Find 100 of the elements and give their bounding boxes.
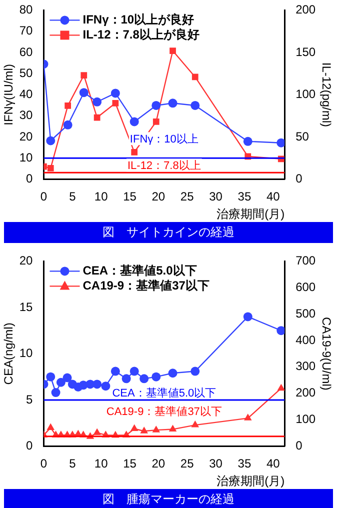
- y-tick-label: 80: [19, 2, 34, 17]
- y-tick-label: 10: [19, 346, 34, 360]
- point: [190, 366, 200, 376]
- x-tick-label: 0: [40, 190, 48, 204]
- point: [190, 100, 200, 110]
- x-tick-label: 20: [152, 456, 166, 471]
- x-tick-label: 25: [180, 190, 194, 204]
- y2-tick-label: 300: [296, 359, 316, 374]
- point: [80, 72, 88, 78]
- x-tick-label: 5: [69, 456, 76, 471]
- point: [130, 117, 139, 126]
- ref-line-label: IFNγ：10以上: [130, 132, 198, 146]
- y2-tick-label: 700: [296, 254, 316, 268]
- x-tick-label: 25: [180, 456, 194, 471]
- point: [94, 114, 100, 121]
- point: [46, 136, 56, 146]
- point: [152, 118, 160, 125]
- point: [46, 423, 55, 430]
- y-tick-label: 0: [26, 172, 34, 186]
- x-tick-label: 0: [40, 456, 48, 471]
- point: [244, 414, 252, 420]
- x-axis-title: 治療期間(月): [216, 207, 285, 222]
- y2-tick-label: 100: [296, 87, 316, 102]
- point: [152, 426, 160, 432]
- y2-axis-title: CA19-9(U/ml): [319, 317, 334, 390]
- point: [168, 98, 178, 108]
- y-tick-label: 20: [19, 129, 34, 144]
- point: [56, 378, 66, 387]
- text: 図 腫瘍マーカーの経過: [4, 489, 333, 508]
- ref-line-label: IL-12：7.8以上: [127, 159, 201, 172]
- x-axis-title: 治療期間(月): [216, 474, 285, 488]
- x-tick-label: 30: [209, 456, 223, 471]
- point: [92, 380, 102, 389]
- point: [131, 148, 138, 156]
- y2-tick-label: 150: [296, 44, 316, 59]
- point: [140, 374, 149, 384]
- ref-line-label: CA19-9：基準値37以下: [106, 404, 222, 418]
- y-tick-label: 40: [19, 87, 34, 102]
- point: [46, 372, 56, 382]
- y-tick-label: 5: [26, 392, 34, 406]
- y2-tick-label: 100: [296, 412, 316, 426]
- y2-tick-label: 0: [296, 172, 303, 186]
- y-tick-label: 20: [19, 254, 34, 268]
- point: [276, 326, 285, 336]
- point: [92, 97, 102, 106]
- point: [191, 420, 200, 428]
- point: [170, 48, 176, 54]
- point: [63, 120, 72, 130]
- y-tick-label: 70: [19, 24, 34, 38]
- x-tick-label: 35: [238, 190, 252, 204]
- y2-tick-label: 600: [296, 280, 316, 294]
- point: [130, 366, 139, 376]
- point: [277, 384, 285, 391]
- y2-tick-label: 400: [296, 332, 316, 347]
- y2-tick-label: 50: [296, 129, 310, 144]
- x-tick-label: 30: [209, 190, 223, 204]
- x-tick-label: 10: [94, 456, 108, 471]
- point: [140, 426, 148, 434]
- y2-tick-label: 200: [296, 386, 316, 400]
- y-axis-title: CEA(ng/ml): [2, 322, 16, 385]
- point: [130, 424, 138, 432]
- y-tick-label: 60: [19, 44, 34, 59]
- y-tick-label: 50: [19, 66, 34, 80]
- legend-label: IL-12：7.8以上が良好: [82, 28, 200, 42]
- y2-axis-title: IL-12(pg/ml): [319, 62, 334, 128]
- point: [122, 374, 131, 384]
- point: [192, 74, 198, 80]
- point: [112, 100, 119, 106]
- y-tick-label: 10: [19, 150, 34, 164]
- point: [152, 100, 161, 110]
- point: [152, 372, 161, 382]
- y-tick-label: 15: [19, 300, 34, 314]
- legend-label: IFNγ：10以上が良好: [82, 12, 194, 27]
- text: 図 サイトカインの経過: [4, 222, 333, 243]
- x-tick-label: 20: [152, 190, 166, 204]
- point: [51, 388, 60, 398]
- point: [168, 368, 178, 378]
- y2-tick-label: 0: [296, 438, 303, 453]
- point: [110, 366, 120, 376]
- point: [93, 428, 101, 435]
- point: [110, 88, 120, 98]
- x-tick-label: 15: [123, 456, 137, 471]
- point: [47, 165, 54, 172]
- legend-label: CA19-9：基準値37以下: [82, 278, 210, 293]
- x-tick-label: 40: [266, 190, 280, 204]
- y2-tick-label: 500: [296, 306, 316, 320]
- y-tick-label: 0: [26, 438, 34, 453]
- y2-tick-label: 200: [296, 2, 316, 17]
- x-tick-label: 10: [94, 190, 108, 204]
- point: [243, 136, 252, 146]
- x-tick-label: 15: [123, 190, 137, 204]
- point: [243, 312, 252, 322]
- x-tick-label: 40: [266, 456, 280, 471]
- legend-label: CEA：基準値5.0以下: [82, 264, 197, 278]
- point: [276, 138, 285, 148]
- ref-line-label: CEA：基準値5.0以下: [112, 386, 216, 400]
- x-tick-label: 5: [69, 190, 76, 204]
- x-tick-label: 35: [238, 456, 252, 471]
- y-axis-title: IFNγ(IU/ml): [2, 64, 16, 126]
- point: [168, 424, 177, 432]
